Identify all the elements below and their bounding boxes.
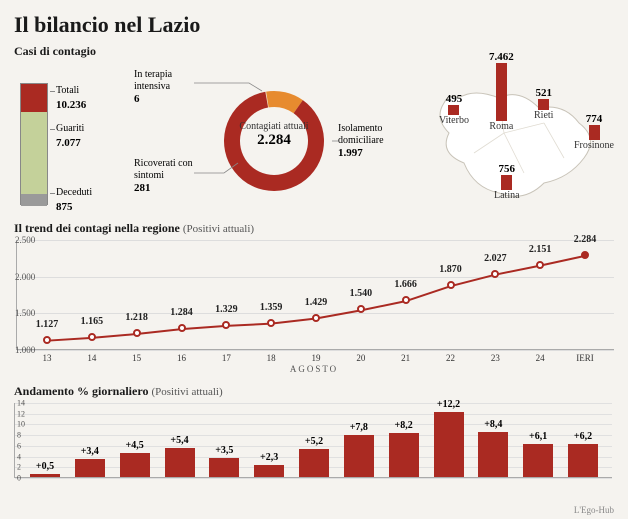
pct-bar-12 xyxy=(568,444,598,477)
trend-point-11 xyxy=(536,261,544,269)
stacked-seg-1 xyxy=(21,112,47,194)
donut-chart: Contagiati attuali 2.284 In terapia inte… xyxy=(134,63,394,213)
credit: L'Ego-Hub xyxy=(574,505,614,515)
pct-bar-5 xyxy=(254,465,284,477)
pct-bar-7 xyxy=(344,435,374,477)
province-frosinone: 774Frosinone xyxy=(574,113,614,151)
pct-bar-11 xyxy=(523,444,553,477)
pct-bar-9 xyxy=(434,412,464,477)
pct-bar-6 xyxy=(299,449,329,477)
trend-point-4 xyxy=(222,321,230,329)
pct-section: Andamento % giornaliero (Positivi attual… xyxy=(14,384,614,478)
pct-bar-10 xyxy=(478,432,508,477)
trend-title: Il trend dei contagi nella regione (Posi… xyxy=(14,221,614,236)
infographic: Il bilancio nel Lazio Casi di contagio T… xyxy=(0,0,628,519)
pct-bar-4 xyxy=(209,458,239,477)
donut-leader-lines xyxy=(134,63,394,213)
stacked-seg-2 xyxy=(21,194,47,206)
trend-point-8 xyxy=(402,296,410,304)
pct-chart: 02468101214+0,5+3,4+4,5+5,4+3,5+2,3+5,2+… xyxy=(14,403,612,478)
map-area: 495Viterbo7.462Roma521Rieti774Frosinone7… xyxy=(404,63,614,213)
trend-point-3 xyxy=(178,324,186,332)
stacked-label-0: Totali10.236 xyxy=(56,85,86,114)
stacked-bar xyxy=(20,83,48,205)
trend-point-10 xyxy=(491,270,499,278)
province-latina: 756Latina xyxy=(494,163,520,201)
trend-point-6 xyxy=(312,314,320,322)
trend-point-5 xyxy=(267,319,275,327)
pct-bar-3 xyxy=(165,448,195,477)
page-title: Il bilancio nel Lazio xyxy=(14,12,614,38)
province-rieti: 521Rieti xyxy=(534,87,553,121)
trend-point-9 xyxy=(447,281,455,289)
top-row: Totali10.236 Guariti7.077 Deceduti875 Cont… xyxy=(14,63,614,213)
pct-title: Andamento % giornaliero (Positivi attual… xyxy=(14,384,614,399)
trend-point-2 xyxy=(133,329,141,337)
stacked-seg-0 xyxy=(21,84,47,112)
stacked-title: Casi di contagio xyxy=(14,44,614,59)
trend-point-12 xyxy=(581,251,589,259)
pct-bar-8 xyxy=(389,433,419,477)
trend-chart: 1.0001.5002.0002.5001.127131.165141.2181… xyxy=(16,240,614,350)
trend-point-0 xyxy=(43,336,51,344)
trend-section: Il trend dei contagi nella regione (Posi… xyxy=(14,221,614,374)
province-roma: 7.462Roma xyxy=(489,51,514,132)
stacked-label-1: Guariti7.077 xyxy=(56,123,84,152)
trend-point-1 xyxy=(88,333,96,341)
stacked-label-2: Deceduti875 xyxy=(56,187,92,216)
trend-point-7 xyxy=(357,305,365,313)
pct-bar-1 xyxy=(75,459,105,477)
trend-month: AGOSTO xyxy=(14,364,614,374)
pct-bar-0 xyxy=(30,474,60,477)
pct-bar-2 xyxy=(120,453,150,477)
stacked-chart: Totali10.236 Guariti7.077 Deceduti875 xyxy=(14,63,124,213)
province-viterbo: 495Viterbo xyxy=(439,93,469,126)
